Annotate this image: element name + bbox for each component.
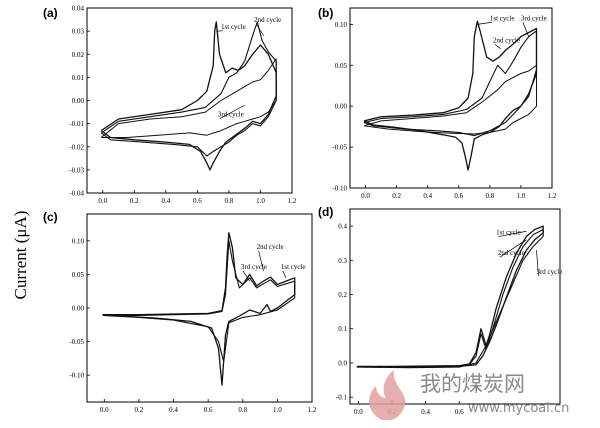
annotation-leader (536, 250, 539, 277)
x-tick-label: 0.6 (454, 192, 463, 200)
cycle-curve (102, 232, 296, 386)
y-tick-label: 0.00 (335, 103, 348, 111)
x-tick-label: 0.0 (354, 408, 363, 416)
panel-c: (c) 0.0 0.2 0.4 0.6 0.8 1.0 1.2 -0.10 -0.05 0.00 0.… (43, 210, 317, 414)
panel-label: (b) (318, 6, 333, 20)
plot-frame (349, 7, 553, 189)
cycle-curve (363, 64, 537, 135)
panel-label: (d) (318, 205, 333, 219)
watermark-chinese: 我的煤炭网 (420, 372, 525, 396)
cycle-curve (356, 228, 544, 369)
cycle-curve (100, 58, 277, 138)
cycle-annotation: 1st cycle (221, 23, 246, 31)
cycle-annotation: 1st cycle (496, 229, 521, 237)
cycle-annotation: 2nd cycle (257, 243, 284, 251)
cycle-annotation: 2nd cycle (498, 249, 525, 257)
chart-panels: (a) 0.0 0.2 0.4 0.6 0.8 1.0 1.2 -0.04 -0.03 -0.02 -… (43, 5, 562, 417)
x-tick-label: 0.2 (135, 406, 144, 414)
panel-b: (b) 0.0 0.2 0.4 0.6 0.8 1.0 1.2 -0.10 -0.05 0.00 0.… (318, 6, 557, 200)
x-tick-label: 0.4 (161, 197, 170, 205)
watermark: 我的煤炭网 www.mycoal.cn (369, 370, 569, 420)
cycle-curve (363, 30, 538, 137)
x-tick-label: 0.0 (98, 197, 107, 205)
y-tick-label: 0.10 (335, 21, 348, 29)
y-tick-label: 0.0 (338, 359, 347, 367)
annotation-leader (258, 250, 264, 272)
x-tick-label: 0.4 (423, 192, 432, 200)
y-tick-label: 0.01 (72, 74, 85, 82)
flame-logo-icon (369, 370, 406, 420)
watermark-url: www.mycoal.cn (468, 401, 569, 416)
annotation-leader (522, 22, 530, 37)
y-tick-label: -0.05 (332, 144, 347, 152)
annotation-leader (255, 23, 264, 36)
y-tick-label: -0.1 (336, 394, 348, 402)
y-tick-label: 0.10 (72, 237, 85, 245)
annotation-leader (477, 21, 492, 25)
x-tick-label: 0.4 (169, 406, 178, 414)
x-tick-label: 0.0 (361, 192, 370, 200)
cycle-annotation: 1st cycle (490, 14, 515, 22)
panel-a: (a) 0.0 0.2 0.4 0.6 0.8 1.0 1.2 -0.04 -0.03 -0.02 -… (43, 5, 297, 206)
annotation-leader (498, 230, 527, 238)
cycle-annotation: 3rd cycle (218, 111, 244, 119)
annotation-leader (242, 270, 250, 282)
y-tick-label: -0.03 (69, 166, 84, 174)
cycle-curve (100, 21, 277, 157)
x-tick-label: 1.2 (288, 197, 297, 205)
y-tick-label: -0.01 (69, 120, 84, 128)
y-tick-label: 0.00 (72, 305, 85, 313)
y-tick-label: -0.10 (332, 185, 347, 193)
y-tick-label: 0.05 (335, 62, 348, 70)
cycle-curve (102, 240, 296, 363)
x-tick-label: 1.0 (273, 406, 282, 414)
plot-frame (349, 208, 561, 405)
cycle-curve (356, 225, 544, 368)
x-tick-label: 0.6 (455, 408, 464, 416)
x-tick-label: 0.0 (100, 406, 109, 414)
y-tick-label: 0.04 (72, 5, 85, 13)
y-tick-label: 0.3 (338, 257, 347, 265)
cycle-annotation: 3rd cycle (536, 268, 562, 276)
cycle-annotation: 2nd cycle (493, 36, 520, 44)
x-tick-label: 0.6 (193, 197, 202, 205)
y-tick-label: 0.00 (72, 97, 85, 105)
x-tick-label: 0.6 (204, 406, 213, 414)
y-tick-label: 0.03 (72, 28, 85, 36)
x-tick-label: 0.2 (130, 197, 139, 205)
figure-ylabel: Current (μA) (11, 211, 30, 300)
annotation-leader (219, 104, 245, 119)
y-tick-label: -0.04 (69, 190, 84, 198)
x-tick-label: 0.8 (225, 197, 234, 205)
annotation-leader (282, 270, 287, 278)
y-tick-label: -0.02 (69, 143, 84, 151)
y-tick-label: 0.02 (72, 51, 85, 59)
cycle-annotation: 2nd cycle (254, 16, 281, 24)
panel-label: (c) (43, 210, 58, 224)
y-tick-label: 0.1 (338, 325, 347, 333)
annotation-leader (499, 239, 527, 258)
x-tick-label: 1.0 (256, 197, 265, 205)
x-tick-label: 0.2 (392, 192, 401, 200)
x-tick-label: 0.8 (238, 406, 247, 414)
y-tick-label: 0.05 (72, 271, 85, 279)
x-tick-label: 1.2 (548, 192, 557, 200)
cycle-annotation: 1st cycle (281, 263, 306, 271)
cycle-annotation: 3rd cycle (521, 14, 547, 22)
x-tick-label: 1.0 (517, 192, 526, 200)
cycle-annotation: 3rd cycle (241, 263, 267, 271)
x-tick-label: 0.4 (421, 408, 430, 416)
y-tick-label: -0.10 (69, 372, 84, 380)
y-tick-label: 0.2 (338, 291, 347, 299)
annotation-leader (494, 44, 501, 50)
x-tick-label: 0.8 (485, 192, 494, 200)
y-tick-label: 0.4 (338, 223, 347, 231)
y-tick-label: -0.05 (69, 338, 84, 346)
panel-label: (a) (43, 6, 58, 20)
x-tick-label: 1.2 (308, 406, 317, 414)
